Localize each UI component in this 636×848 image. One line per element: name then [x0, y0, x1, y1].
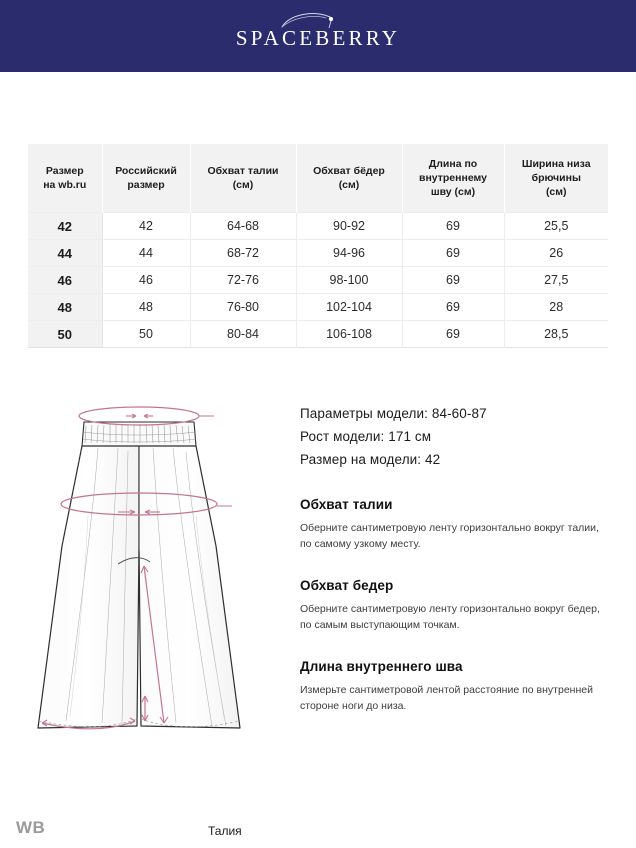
cell-inseam: 69	[402, 266, 505, 294]
column-header-hem-width: Ширина низа брючины (см)	[504, 144, 608, 213]
cell-ru-size: 44	[102, 239, 191, 267]
cell-waist: 64-68	[190, 212, 297, 240]
size-table-area: Размер на wb.ru Российский размер Обхват…	[0, 72, 636, 348]
cell-inseam: 69	[402, 320, 505, 348]
table-row: 50 50 80-84 106-108 69 28,5	[28, 320, 608, 348]
cell-ru-size: 42	[102, 212, 191, 240]
diagram-label-waist: Талия	[208, 824, 242, 838]
cell-hips: 102-104	[296, 293, 403, 321]
cell-ru-size: 46	[102, 266, 191, 294]
cell-waist: 68-72	[190, 239, 297, 267]
measurement-guide: Параметры модели: 84-60-87 Рост модели: …	[292, 396, 636, 766]
model-size: Размер на модели: 42	[300, 452, 441, 467]
column-header-hips: Обхват бёдер (см)	[296, 144, 403, 213]
guide-item-inseam: Длина внутреннего шва Измерьте сантиметр…	[300, 659, 612, 714]
table-header-row: Размер на wb.ru Российский размер Обхват…	[28, 144, 608, 213]
pants-technical-drawing	[37, 406, 241, 730]
column-header-wb-size: Размер на wb.ru	[28, 144, 103, 213]
cell-wb-size: 48	[28, 293, 103, 321]
guide-item-waist: Обхват талии Оберните сантиметровую лент…	[300, 497, 612, 552]
cell-waist: 72-76	[190, 266, 297, 294]
cell-wb-size: 42	[28, 212, 103, 240]
column-header-ru-size: Российский размер	[102, 144, 191, 213]
table-row: 42 42 64-68 90-92 69 25,5	[28, 212, 608, 240]
table-row: 44 44 68-72 94-96 69 26	[28, 239, 608, 267]
cell-hips: 94-96	[296, 239, 403, 267]
cell-wb-size: 44	[28, 239, 103, 267]
wb-watermark: WB	[16, 818, 46, 837]
brand-logo[interactable]: SPACEBERRY	[235, 13, 401, 50]
table-row: 48 48 76-80 102-104 69 28	[28, 293, 608, 321]
guide-title-inseam: Длина внутреннего шва	[300, 659, 463, 674]
brand-name: SPACEBERRY	[235, 26, 401, 50]
table-row: 46 46 72-76 98-100 69 27,5	[28, 266, 608, 294]
guide-title-hips: Обхват бедер	[300, 578, 394, 593]
cell-hem-width: 27,5	[504, 266, 608, 294]
guide-item-hips: Обхват бедер Оберните сантиметровую лент…	[300, 578, 612, 633]
guide-text-inseam: Измерьте сантиметровой лентой расстояние…	[300, 684, 593, 712]
cell-inseam: 69	[402, 239, 505, 267]
cell-hips: 90-92	[296, 212, 403, 240]
guide-text-waist: Оберните сантиметровую ленту горизонталь…	[300, 522, 599, 550]
guide-section: Талия Бедра Внутренний шов Низ брючины П…	[0, 348, 636, 838]
pants-diagram: Талия Бедра Внутренний шов Низ брючины	[0, 396, 292, 838]
guide-title-waist: Обхват талии	[300, 497, 393, 512]
cell-inseam: 69	[402, 293, 505, 321]
model-measurements: Параметры модели: 84-60-87	[300, 406, 487, 421]
comet-swoosh-icon	[280, 11, 342, 38]
cell-wb-size: 46	[28, 266, 103, 294]
cell-hips: 106-108	[296, 320, 403, 348]
cell-hips: 98-100	[296, 266, 403, 294]
column-header-waist: Обхват талии (см)	[190, 144, 297, 213]
cell-inseam: 69	[402, 212, 505, 240]
cell-wb-size: 50	[28, 320, 103, 348]
cell-hem-width: 25,5	[504, 212, 608, 240]
guide-text-hips: Оберните сантиметровую ленту горизонталь…	[300, 603, 600, 631]
cell-hem-width: 28,5	[504, 320, 608, 348]
size-table: Размер на wb.ru Российский размер Обхват…	[28, 144, 608, 348]
cell-hem-width: 28	[504, 293, 608, 321]
cell-ru-size: 50	[102, 320, 191, 348]
brand-header: SPACEBERRY	[0, 0, 636, 72]
cell-ru-size: 48	[102, 293, 191, 321]
cell-waist: 80-84	[190, 320, 297, 348]
model-height: Рост модели: 171 см	[300, 429, 432, 444]
column-header-inseam-length: Длина по внутреннему шву (см)	[402, 144, 505, 213]
cell-hem-width: 26	[504, 239, 608, 267]
cell-waist: 76-80	[190, 293, 297, 321]
